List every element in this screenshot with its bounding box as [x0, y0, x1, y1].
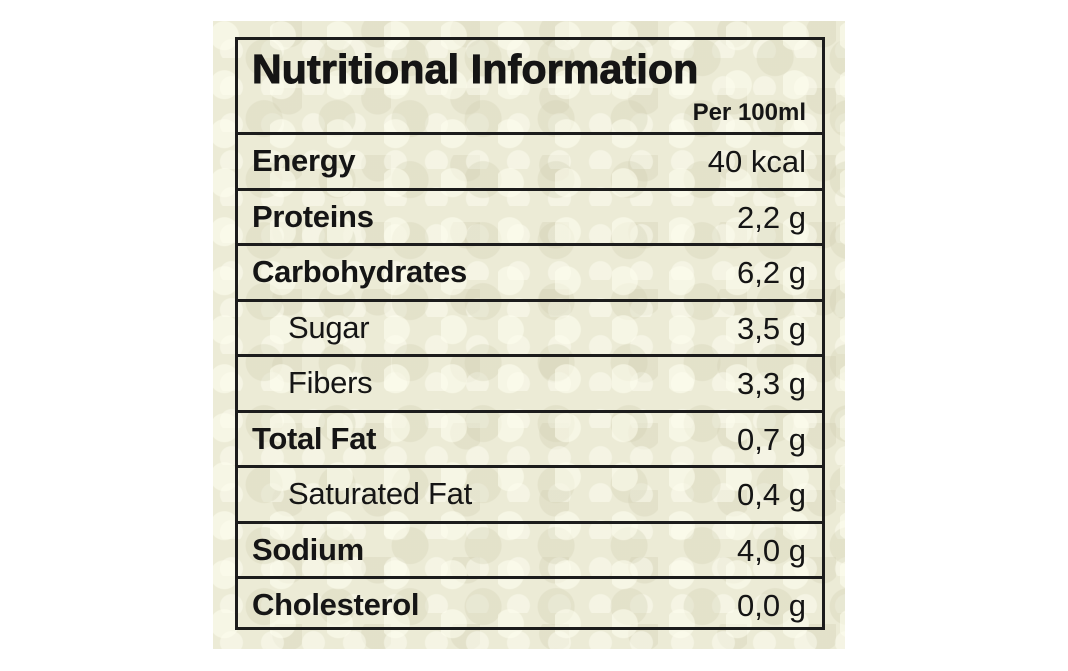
- nutrition-label-background: [213, 21, 845, 649]
- row-energy: Energy 40 kcal: [238, 135, 822, 191]
- nutrient-value: 4,0 g: [737, 532, 806, 568]
- nutrient-value: 2,2 g: [737, 199, 806, 235]
- nutrient-value: 0,4 g: [737, 477, 806, 512]
- serving-basis: Per 100ml: [692, 99, 806, 126]
- row-fibers: Fibers 3,3 g: [238, 357, 822, 413]
- row-proteins: Proteins 2,2 g: [238, 191, 822, 246]
- row-sodium: Sodium 4,0 g: [238, 524, 822, 579]
- nutrient-name: Saturated Fat: [288, 476, 472, 511]
- nutrient-name: Cholesterol: [252, 587, 420, 622]
- nutrient-name: Total Fat: [252, 420, 377, 456]
- row-saturated-fat: Saturated Fat 0,4 g: [238, 468, 822, 524]
- row-carbohydrates: Carbohydrates 6,2 g: [238, 246, 822, 302]
- nutrition-facts-table: Nutritional Information Per 100ml Energy…: [235, 37, 825, 630]
- nutrient-value: 0,7 g: [737, 421, 806, 457]
- row-sugar: Sugar 3,5 g: [238, 302, 822, 357]
- table-header: Nutritional Information Per 100ml: [238, 40, 822, 135]
- nutrient-value: 0,0 g: [737, 588, 806, 623]
- nutrient-name: Proteins: [252, 198, 374, 234]
- nutrient-value: 6,2 g: [737, 255, 806, 290]
- nutrient-value: 40 kcal: [707, 144, 806, 179]
- table-title: Nutritional Information: [251, 46, 699, 93]
- nutrient-rows: Energy 40 kcal Proteins 2,2 g Carbohydra…: [238, 135, 822, 635]
- nutrient-name: Carbohydrates: [252, 254, 467, 289]
- row-total-fat: Total Fat 0,7 g: [238, 413, 822, 468]
- nutrient-name: Energy: [252, 143, 356, 178]
- nutrient-name: Fibers: [288, 365, 373, 400]
- nutrient-value: 3,3 g: [737, 366, 806, 401]
- nutrient-name: Sodium: [252, 531, 364, 567]
- row-cholesterol: Cholesterol 0,0 g: [238, 579, 822, 635]
- nutrient-name: Sugar: [288, 309, 370, 345]
- nutrient-value: 3,5 g: [737, 310, 806, 346]
